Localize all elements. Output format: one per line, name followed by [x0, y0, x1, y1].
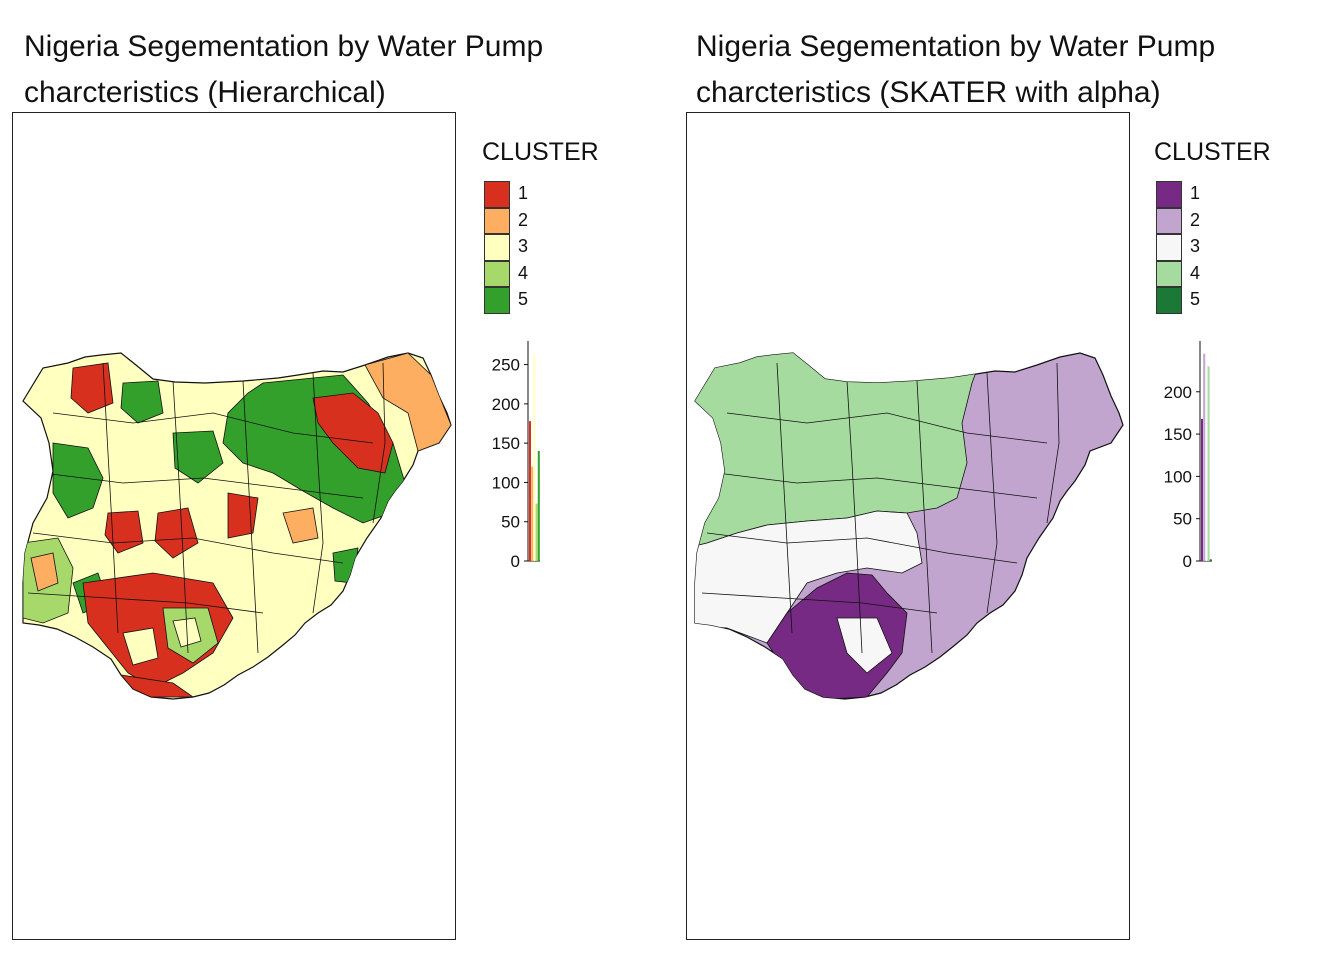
histogram-tick-label: 150	[1164, 425, 1192, 444]
histogram-tick-label: 200	[492, 395, 520, 414]
legend-swatch	[1156, 234, 1182, 261]
histogram-tick-label: 50	[501, 513, 520, 532]
map-title: Nigeria Segementation by Water Pump char…	[24, 24, 543, 116]
legend-label: 4	[1190, 262, 1201, 283]
map-title: Nigeria Segementation by Water Pump char…	[696, 24, 1215, 116]
legend-swatch	[484, 207, 510, 234]
histogram-tick-label: 0	[1183, 552, 1192, 571]
histogram-bar-cluster-3	[533, 355, 536, 561]
map-title-line-2: charcteristics (Hierarchical)	[24, 76, 386, 109]
histogram-tick-label: 250	[492, 356, 520, 375]
histogram-tick-label: 100	[1164, 467, 1192, 486]
nigeria-map-skater	[694, 352, 1124, 700]
histogram-tick-label: 50	[1173, 510, 1192, 529]
histogram-bar-cluster-5	[1209, 559, 1212, 561]
legend-label: 5	[518, 289, 529, 309]
legend-label: 5	[1190, 289, 1201, 309]
map-frame	[12, 112, 456, 940]
histogram-tick-label: 100	[492, 473, 520, 492]
map-title-line-1: Nigeria Segementation by Water Pump	[24, 30, 544, 63]
histogram-bar-cluster-5	[537, 451, 540, 561]
legend-label: 3	[1190, 236, 1201, 256]
histogram-tick-label: 200	[1164, 383, 1192, 402]
histogram-bar-cluster-2	[1203, 353, 1206, 561]
map-panel-hierarchical: Nigeria Segementation by Water Pump char…	[12, 24, 599, 940]
histogram-bar-cluster-3	[1205, 362, 1208, 561]
map-panel-skater: Nigeria Segementation by Water Pump char…	[672, 0, 1344, 960]
histogram-bar-cluster-1	[1201, 418, 1203, 561]
map-title-line-2: charcteristics (SKATER with alpha)	[696, 76, 1161, 109]
legend-label: 3	[518, 236, 529, 256]
histogram-tick-label: 0	[511, 552, 520, 571]
histogram-tick-label: 150	[492, 434, 520, 453]
legend-swatch	[484, 181, 510, 208]
legend-swatch	[484, 260, 510, 287]
histogram-bar-cluster-4	[535, 503, 538, 561]
nigeria-map-hierarchical	[22, 352, 452, 700]
legend-swatch	[1156, 181, 1182, 208]
legend-label: 2	[1190, 209, 1201, 230]
cluster-histogram: 0 50 100 150 200 250	[492, 341, 540, 571]
cluster-histogram: 0 50 100 150 200	[1164, 341, 1212, 571]
legend-label: 2	[518, 209, 529, 230]
histogram-bar-cluster-4	[1207, 366, 1210, 561]
map-frame	[686, 112, 1130, 940]
legend-swatch	[484, 234, 510, 261]
legend-swatch	[484, 287, 510, 314]
legend-title: CLUSTER	[1154, 138, 1271, 166]
legend-label: 4	[518, 262, 529, 283]
legend-label: 1	[1190, 183, 1201, 203]
legend-swatch	[1156, 260, 1182, 287]
legend-title: CLUSTER	[482, 138, 599, 166]
legend-label: 1	[518, 183, 529, 203]
histogram-bar-cluster-1	[529, 421, 531, 561]
histogram-bar-cluster-2	[531, 466, 534, 561]
map-title-line-1: Nigeria Segementation by Water Pump	[696, 30, 1216, 63]
legend-swatch	[1156, 287, 1182, 314]
legend-swatch	[1156, 207, 1182, 234]
